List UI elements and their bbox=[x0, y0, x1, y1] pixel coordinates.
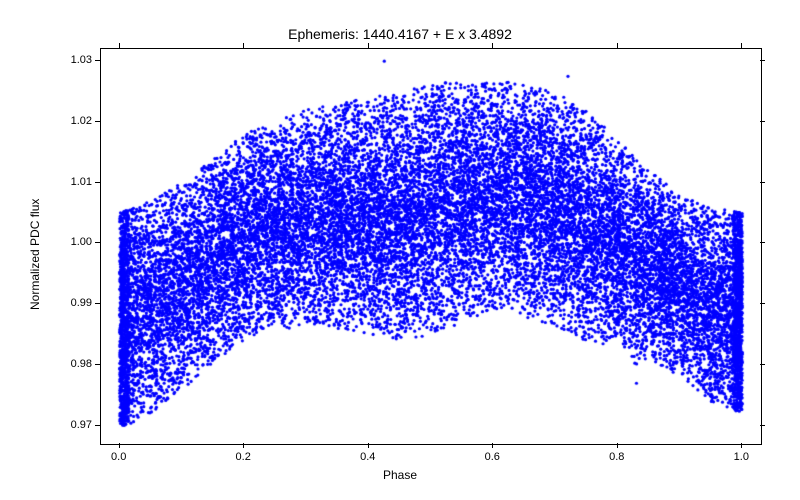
y-tick-mark bbox=[95, 121, 100, 122]
x-tick-mark bbox=[617, 43, 618, 48]
x-tick-mark bbox=[368, 43, 369, 48]
y-tick-mark bbox=[95, 60, 100, 61]
y-tick-label: 0.97 bbox=[60, 419, 92, 431]
x-tick-mark bbox=[243, 443, 244, 448]
y-tick-mark bbox=[95, 242, 100, 243]
y-axis-label: Normalized PDC flux bbox=[28, 199, 42, 310]
y-tick-label: 1.00 bbox=[60, 236, 92, 248]
x-tick-label: 0.0 bbox=[111, 451, 126, 463]
y-tick-label: 1.01 bbox=[60, 176, 92, 188]
y-tick-mark bbox=[760, 425, 765, 426]
figure: Ephemeris: 1440.4167 + E x 3.4892 Normal… bbox=[0, 0, 800, 500]
x-tick-label: 0.2 bbox=[236, 451, 251, 463]
x-tick-label: 0.6 bbox=[485, 451, 500, 463]
x-tick-mark bbox=[243, 43, 244, 48]
x-tick-mark bbox=[741, 43, 742, 48]
x-tick-label: 1.0 bbox=[734, 451, 749, 463]
x-tick-mark bbox=[492, 43, 493, 48]
y-tick-mark bbox=[760, 182, 765, 183]
y-tick-label: 1.02 bbox=[60, 115, 92, 127]
plot-area bbox=[100, 48, 762, 445]
y-tick-mark bbox=[760, 60, 765, 61]
x-tick-mark bbox=[617, 443, 618, 448]
x-tick-mark bbox=[368, 443, 369, 448]
x-tick-label: 0.4 bbox=[360, 451, 375, 463]
y-tick-mark bbox=[760, 121, 765, 122]
x-tick-mark bbox=[492, 443, 493, 448]
y-tick-mark bbox=[95, 303, 100, 304]
y-tick-label: 1.03 bbox=[60, 54, 92, 66]
y-tick-mark bbox=[95, 425, 100, 426]
x-tick-label: 0.8 bbox=[609, 451, 624, 463]
y-tick-mark bbox=[95, 364, 100, 365]
x-axis-label: Phase bbox=[0, 468, 800, 482]
scatter-canvas bbox=[101, 49, 761, 444]
chart-title: Ephemeris: 1440.4167 + E x 3.4892 bbox=[0, 26, 800, 42]
y-tick-label: 0.98 bbox=[60, 358, 92, 370]
x-tick-mark bbox=[119, 43, 120, 48]
y-tick-mark bbox=[760, 364, 765, 365]
x-tick-mark bbox=[119, 443, 120, 448]
y-tick-mark bbox=[95, 182, 100, 183]
x-tick-mark bbox=[741, 443, 742, 448]
y-tick-mark bbox=[760, 303, 765, 304]
y-tick-label: 0.99 bbox=[60, 297, 92, 309]
y-tick-mark bbox=[760, 242, 765, 243]
